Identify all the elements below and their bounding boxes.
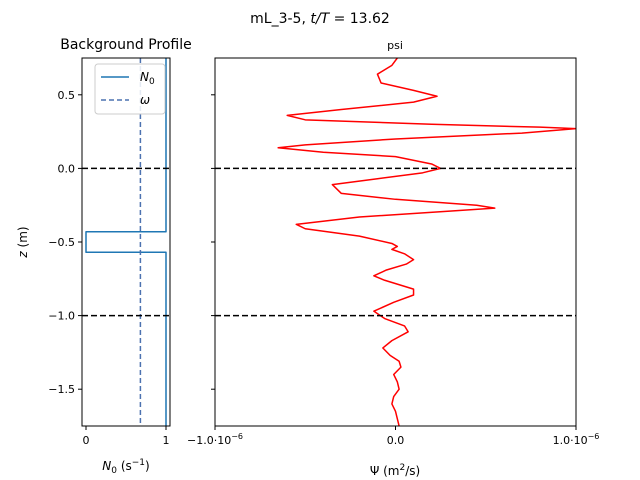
ytick-label: 0.0 xyxy=(58,162,76,175)
xtick-label: 1 xyxy=(163,434,170,447)
background-profile-panel: Background Profile 0.50.0−0.5−1.0−1.50 1 … xyxy=(16,37,192,476)
legend-label-omega: ω xyxy=(140,93,150,107)
ytick-label: −1.0 xyxy=(48,310,75,323)
legend-box xyxy=(94,63,166,115)
left-ylabel: z (m) xyxy=(16,226,30,258)
left-xlabel: N0 (s−1) xyxy=(102,458,149,476)
figure-suptitle: mL_3-5, t/T = 13.62 xyxy=(250,11,390,27)
psi-panel: psi −1.0·10−6 0.0 1.0·10−6 Ψ (m2/s) xyxy=(187,39,599,478)
legend: N0 ω xyxy=(94,63,166,115)
xtick-label: 0 xyxy=(83,434,90,447)
ytick-label: −0.5 xyxy=(48,236,75,249)
xtick-label: 1.0·10−6 xyxy=(553,432,600,447)
left-series-line-0 xyxy=(85,58,167,426)
right-axes-frame xyxy=(214,57,577,427)
right-series-line-0 xyxy=(277,58,576,426)
xtick-label: 0.0 xyxy=(387,434,405,447)
background-profile-title: Background Profile xyxy=(60,37,192,53)
legend-label-n0: N0 xyxy=(140,70,155,87)
xtick-label: −1.0·10−6 xyxy=(187,432,243,447)
ytick-label: 0.5 xyxy=(58,89,76,102)
psi-title: psi xyxy=(387,39,403,52)
ytick-label: −1.5 xyxy=(48,383,75,396)
right-xlabel: Ψ (m2/s) xyxy=(370,463,420,478)
